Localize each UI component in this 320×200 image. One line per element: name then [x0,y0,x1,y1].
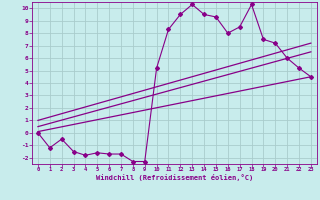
X-axis label: Windchill (Refroidissement éolien,°C): Windchill (Refroidissement éolien,°C) [96,174,253,181]
